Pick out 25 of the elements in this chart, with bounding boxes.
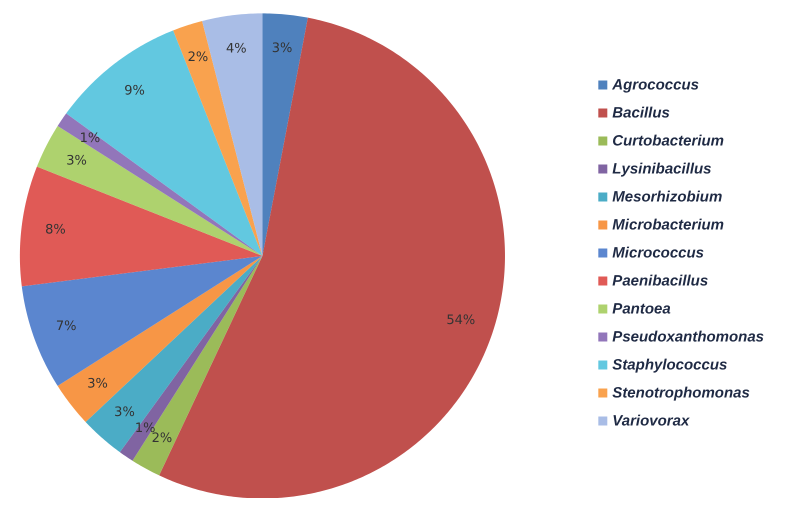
data-label: 4% xyxy=(226,41,247,56)
legend-label: Microbacterium xyxy=(612,216,724,234)
data-label: 3% xyxy=(272,40,292,56)
legend-label: Mesorhizobium xyxy=(612,188,722,206)
data-label: 3% xyxy=(87,376,108,392)
legend-label: Variovorax xyxy=(612,412,690,430)
legend-label: Curtobacterium xyxy=(612,132,724,150)
data-label: 3% xyxy=(66,154,87,169)
data-label: 8% xyxy=(45,222,66,238)
data-label: 54% xyxy=(446,312,476,328)
legend-label: Bacillus xyxy=(612,104,670,122)
data-label: 9% xyxy=(124,84,145,99)
legend-label: Micrococcus xyxy=(612,244,704,262)
data-label: 2% xyxy=(152,431,172,446)
legend-label: Pantoea xyxy=(612,300,671,318)
legend-label: Agrococcus xyxy=(611,76,700,94)
data-label: 7% xyxy=(56,319,76,334)
data-label: 3% xyxy=(114,404,135,420)
legend-label: Paenibacillus xyxy=(612,272,708,290)
legend-label: Stenotrophomonas xyxy=(612,384,750,402)
legend-label: Pseudoxanthomonas xyxy=(612,328,764,346)
data-label: 2% xyxy=(188,50,208,66)
legend-label: Lysinibacillus xyxy=(612,160,712,178)
legend-label: Staphylococcus xyxy=(612,356,728,374)
data-label: 1% xyxy=(80,131,100,146)
